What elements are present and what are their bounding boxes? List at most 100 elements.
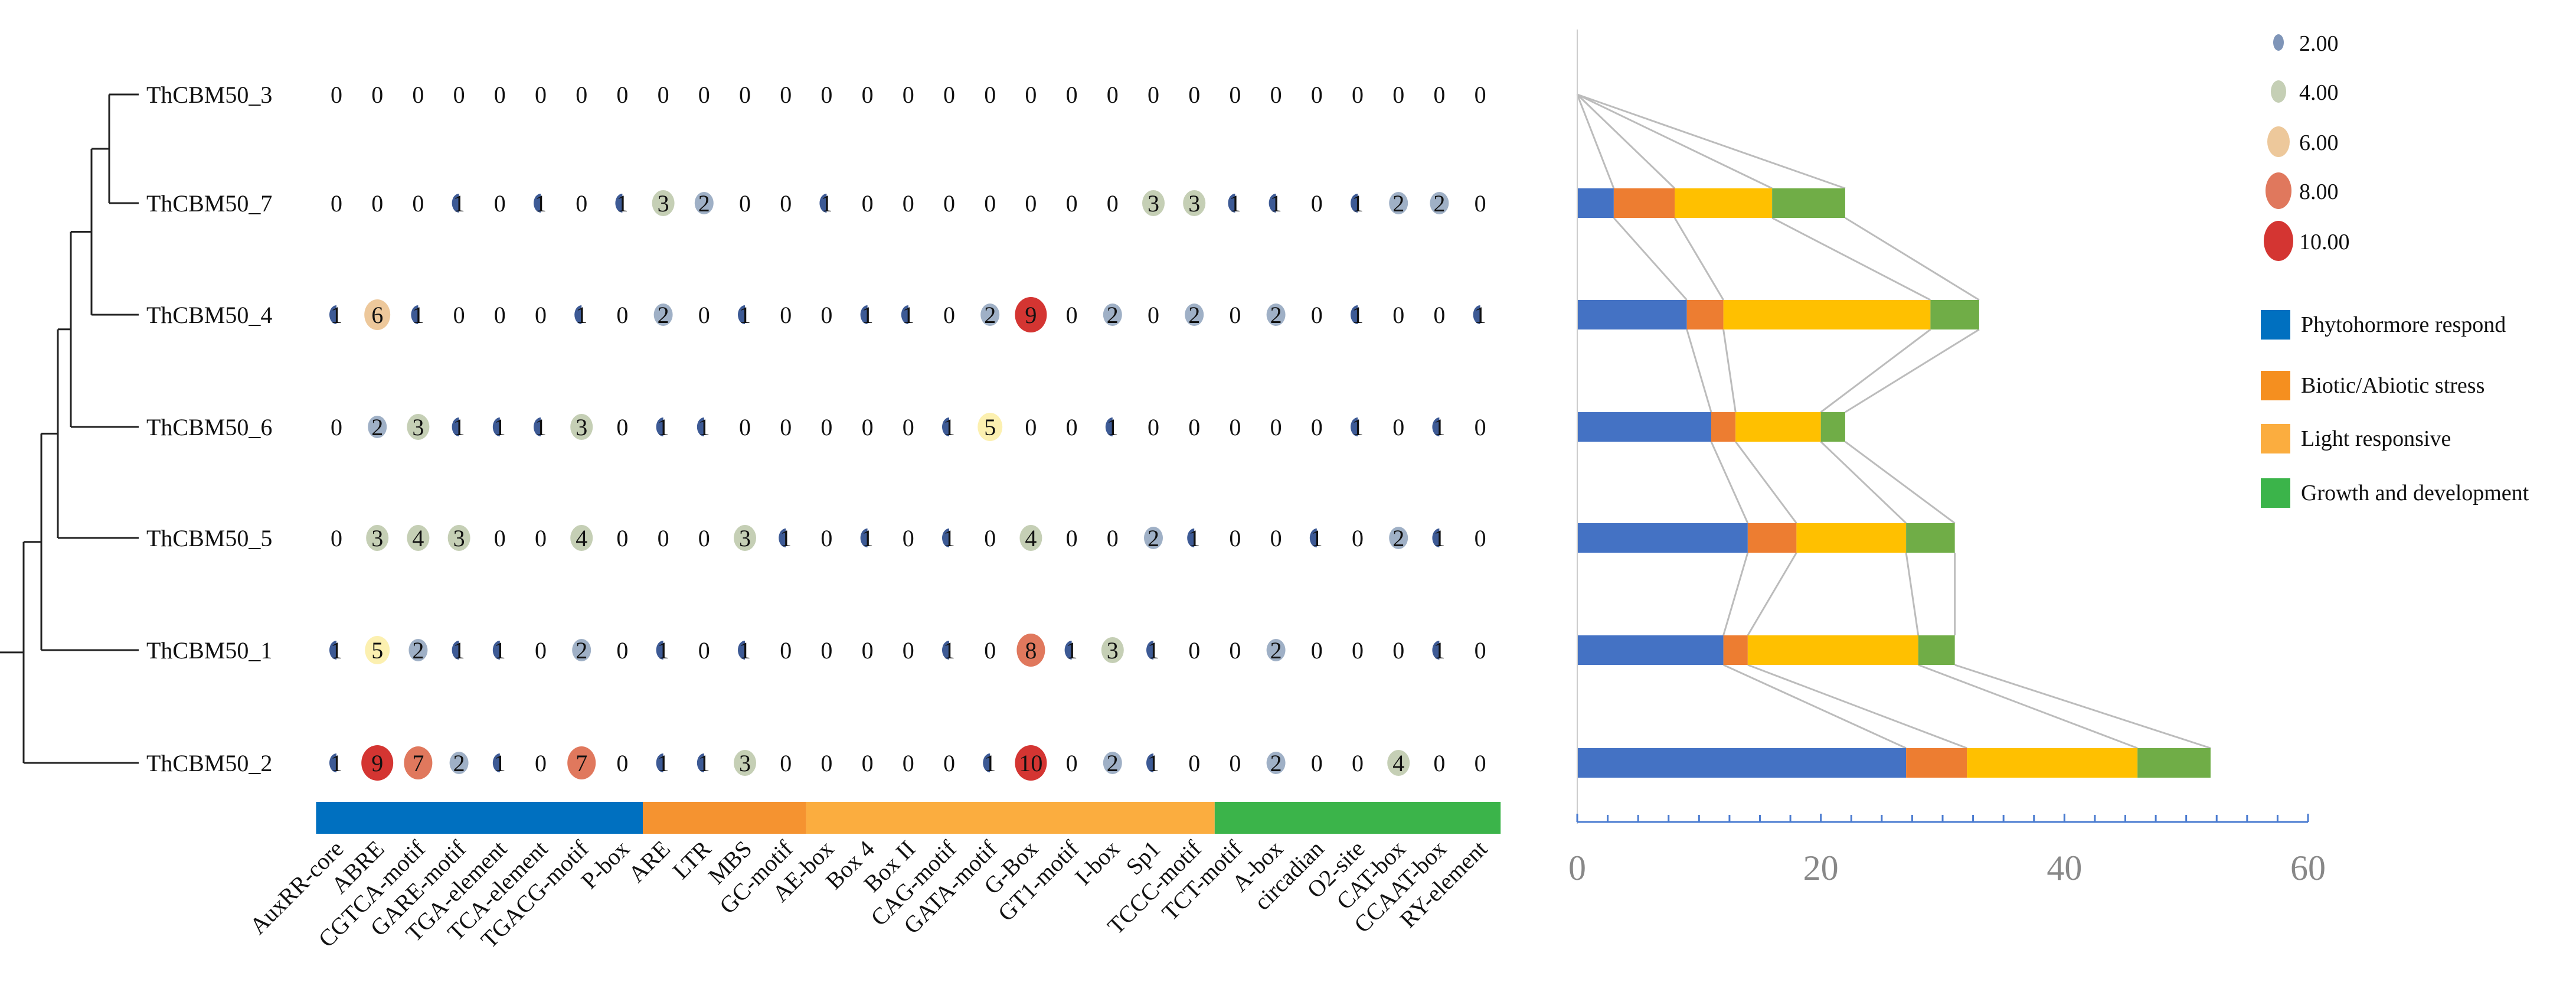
bubble-marker — [534, 194, 541, 213]
bubble-marker — [449, 752, 469, 774]
bar-segments — [1577, 188, 2211, 778]
bubble-cell: 0 — [331, 414, 342, 440]
size-legend-swatch — [2273, 34, 2284, 51]
category-legend-item: Biotic/Abiotic stress — [2261, 371, 2485, 400]
size-legend-label: 8.00 — [2299, 180, 2339, 204]
bubble-marker — [734, 750, 756, 776]
bubble-value: 0 — [1311, 750, 1323, 776]
bubble-value: 0 — [1475, 750, 1486, 776]
bar-segment — [1820, 412, 1845, 442]
bubble-cell: 1 — [1146, 750, 1159, 776]
bubble-marker — [779, 528, 786, 547]
bubble-cell: 0 — [1311, 302, 1323, 328]
element-labels: AuxRR-coreABRECGTCA-motifGARE-motifTGA-e… — [244, 835, 1492, 953]
bubble-value: 3 — [739, 525, 751, 552]
category-legend: Phytohormore respond Biotic/Abiotic stres… — [2261, 310, 2529, 508]
category-legend-label: Light responsive — [2301, 426, 2451, 451]
bubble-value: 0 — [1066, 750, 1078, 776]
bubble-cell: 0 — [1475, 190, 1486, 217]
bubble-cell: 5 — [978, 413, 1003, 441]
bubble-cell: 2 — [1266, 302, 1286, 328]
bubble-value: 0 — [494, 302, 506, 328]
bubble-cell: 9 — [1015, 297, 1047, 332]
bubble-cell: 0 — [903, 637, 914, 664]
size-legend-item: 10.00 — [2264, 221, 2350, 261]
bubble-cell: 0 — [820, 81, 832, 108]
bubble-marker — [368, 416, 387, 438]
bubble-value: 0 — [862, 81, 874, 108]
bubble-cell: 0 — [1188, 750, 1200, 776]
bubble-cell: 0 — [1107, 525, 1119, 552]
bubble-value: 1 — [943, 637, 955, 664]
bubble-cell: 0 — [1392, 637, 1404, 664]
gene-label: ThCBM50_4 — [146, 302, 272, 328]
bubble-marker — [407, 525, 430, 551]
bubble-cell: 0 — [1270, 525, 1282, 552]
bubble-cell: 0 — [1352, 637, 1364, 664]
bubble-cell: 0 — [903, 750, 914, 776]
bubble-value: 0 — [1392, 637, 1404, 664]
bubble-marker — [819, 194, 827, 213]
size-legend-swatch — [2271, 80, 2286, 103]
bubble-value: 0 — [739, 190, 751, 217]
bubble-value: 1 — [412, 302, 424, 328]
bubble-marker — [942, 528, 949, 547]
bubble-cell: 1 — [1105, 414, 1119, 440]
bubble-cell: 0 — [820, 637, 832, 664]
category-bar-segment — [806, 802, 1215, 834]
bubble-value: 0 — [780, 414, 792, 440]
bar-segment — [1577, 412, 1711, 442]
bubble-value: 0 — [903, 414, 914, 440]
bubble-value: 0 — [780, 302, 792, 328]
bubble-cell: 1 — [492, 750, 506, 776]
bubble-value: 0 — [535, 637, 547, 664]
bubble-cell: 1 — [1269, 190, 1282, 217]
bubble-marker — [1015, 297, 1047, 332]
bubble-marker — [1183, 190, 1206, 216]
bar-connector — [1577, 93, 1773, 190]
bubble-cell: 3 — [734, 525, 756, 552]
bubble-cell: 1 — [534, 190, 547, 217]
bubble-cell: 0 — [1107, 81, 1119, 108]
bubble-value: 0 — [1066, 525, 1078, 552]
bubble-cell: 0 — [1148, 81, 1159, 108]
bubble-value: 0 — [1066, 81, 1078, 108]
bubble-value: 0 — [903, 637, 914, 664]
bubble-marker — [697, 417, 704, 436]
bubble-value: 1 — [658, 414, 669, 440]
bubble-marker — [361, 745, 394, 781]
bubble-value: 0 — [1188, 414, 1200, 440]
size-legend: 2.00 4.00 6.00 8.00 10.00 — [2264, 31, 2350, 261]
bubble-value: 0 — [658, 525, 669, 552]
bubble-value: 8 — [1025, 637, 1037, 664]
bubble-cell: 0 — [1433, 81, 1445, 108]
bubble-cell: 0 — [331, 81, 342, 108]
bubble-marker — [1103, 752, 1122, 774]
bubble-cell: 1 — [1432, 414, 1445, 440]
bubble-marker — [365, 636, 390, 664]
bubble-marker — [1019, 525, 1042, 551]
bubble-marker — [411, 305, 419, 324]
bubble-cell: 1 — [656, 637, 669, 664]
bubble-marker — [1142, 190, 1165, 216]
bubble-value: 0 — [1188, 750, 1200, 776]
bubble-value: 6 — [371, 302, 383, 328]
bubble-value: 0 — [1392, 414, 1404, 440]
bubble-value: 1 — [535, 190, 547, 217]
bubble-value: 3 — [371, 525, 383, 552]
bubble-value: 2 — [698, 190, 710, 217]
element-label: P-box — [576, 836, 634, 894]
bubble-cell: 1 — [411, 302, 424, 328]
bubble-marker — [1432, 417, 1440, 436]
bubble-value: 0 — [780, 750, 792, 776]
bubble-cell: 0 — [1148, 302, 1159, 328]
bubble-value: 0 — [820, 414, 832, 440]
bar-segment — [1711, 412, 1736, 442]
bubble-value: 0 — [1270, 81, 1282, 108]
bubble-value: 2 — [658, 302, 669, 328]
category-legend-swatch — [2261, 478, 2290, 508]
category-legend-item: Phytohormore respond — [2261, 310, 2506, 340]
bubble-cell: 4 — [1387, 750, 1410, 776]
category-legend-label: Biotic/Abiotic stress — [2301, 373, 2485, 398]
